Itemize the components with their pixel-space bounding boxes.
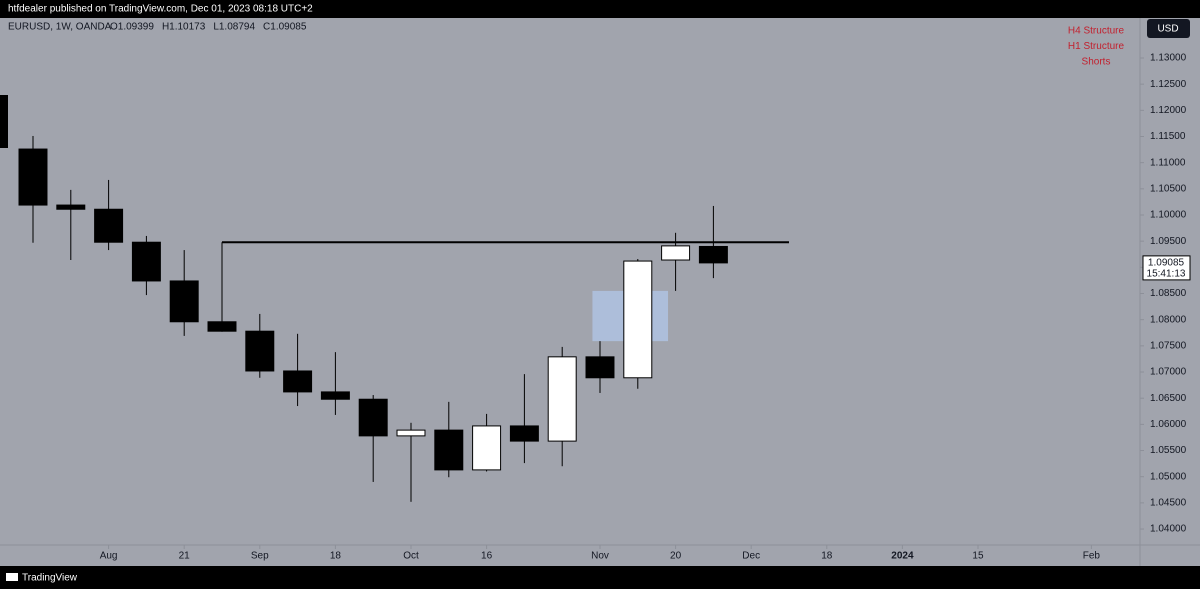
candle-body <box>434 429 464 471</box>
candle-body <box>245 330 275 372</box>
candle-body <box>283 370 313 393</box>
left-marker <box>0 95 8 148</box>
candle-body <box>623 260 653 379</box>
x-tick-label: Dec <box>742 551 760 562</box>
x-tick-label: 18 <box>821 551 833 562</box>
candle-body <box>396 429 426 437</box>
y-tick-label: 1.10000 <box>1150 210 1187 221</box>
x-tick-label: Oct <box>403 551 419 562</box>
candle-body <box>320 391 350 400</box>
y-tick-label: 1.04500 <box>1150 498 1187 509</box>
y-tick-label: 1.10500 <box>1150 183 1187 194</box>
x-tick-label: Feb <box>1083 551 1101 562</box>
ohlc-label: H1.10173 <box>162 22 206 33</box>
countdown: 15:41:13 <box>1147 269 1186 280</box>
y-tick-label: 1.11000 <box>1150 157 1186 168</box>
y-tick-label: 1.06000 <box>1150 419 1187 430</box>
candle-body <box>169 280 199 323</box>
candle-body <box>56 204 86 210</box>
x-tick-label: 18 <box>330 551 342 562</box>
chart-title: EURUSD, 1W, OANDA <box>8 22 112 33</box>
candle-body <box>94 208 124 243</box>
candle-body <box>547 356 577 442</box>
last-price-box <box>1142 255 1191 281</box>
y-tick-label: 1.05500 <box>1150 445 1187 456</box>
brand-logo <box>6 573 18 581</box>
y-tick-label: 1.13000 <box>1150 53 1187 64</box>
currency-box <box>1147 19 1190 38</box>
candle-body <box>585 356 615 379</box>
y-tick-label: 1.05000 <box>1150 471 1187 482</box>
candle-body <box>472 425 502 471</box>
x-tick-label: 16 <box>481 551 493 562</box>
last-price: 1.09085 <box>1148 258 1185 269</box>
x-tick-label: Sep <box>251 551 269 562</box>
currency: USD <box>1157 24 1178 35</box>
y-tick-label: 1.07500 <box>1150 340 1187 351</box>
y-tick-label: 1.08000 <box>1150 314 1187 325</box>
top-bar <box>0 0 1200 18</box>
y-tick-label: 1.12500 <box>1150 79 1187 90</box>
x-tick-label: 15 <box>972 551 984 562</box>
x-tick-label: 21 <box>179 551 191 562</box>
x-tick-label: 2024 <box>891 551 914 562</box>
x-tick-label: Nov <box>591 551 609 562</box>
candle-body <box>509 425 539 442</box>
candle-body <box>661 245 691 261</box>
footer <box>0 566 1200 589</box>
candle-body <box>207 321 237 332</box>
annotation: H4 Structure <box>1068 26 1125 37</box>
annotation: H1 Structure <box>1068 41 1125 52</box>
candle-body <box>18 148 48 206</box>
y-tick-label: 1.06500 <box>1150 393 1187 404</box>
candle-body <box>698 245 728 264</box>
candle-body <box>358 398 388 437</box>
x-tick-label: 20 <box>670 551 682 562</box>
ohlc-label: C1.09085 <box>263 22 307 33</box>
y-tick-label: 1.12000 <box>1150 105 1187 116</box>
ohlc-label: L1.08794 <box>213 22 255 33</box>
annotation: Shorts <box>1082 57 1111 68</box>
y-tick-label: 1.08500 <box>1150 288 1187 299</box>
x-tick-label: Aug <box>100 551 118 562</box>
y-tick-label: 1.04000 <box>1150 524 1187 535</box>
y-tick-label: 1.07000 <box>1150 367 1187 378</box>
candle-body <box>131 241 161 282</box>
y-tick-label: 1.09500 <box>1150 236 1187 247</box>
ohlc-label: O1.09399 <box>110 22 154 33</box>
published: htfdealer published on TradingView.com, … <box>8 4 313 15</box>
y-tick-label: 1.11500 <box>1150 131 1186 142</box>
brand: TradingView <box>22 573 78 584</box>
